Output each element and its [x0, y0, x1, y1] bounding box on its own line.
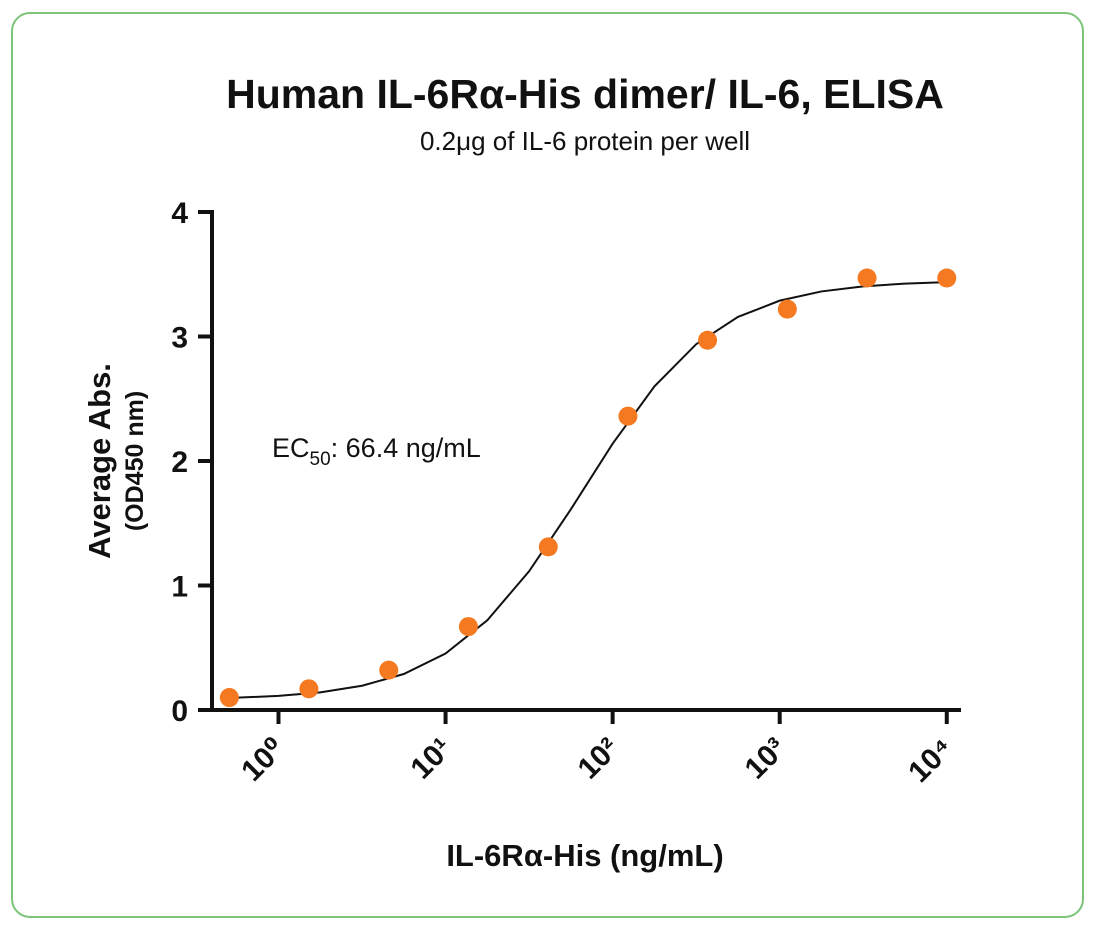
- data-point: [777, 299, 797, 319]
- y-tick-label: 4: [171, 197, 188, 230]
- annotation-rest: : 66.4 ng/mL: [331, 433, 481, 463]
- data-point: [299, 679, 319, 699]
- data-point: [379, 660, 399, 680]
- data-point: [857, 268, 877, 288]
- data-point: [538, 537, 558, 557]
- data-point: [698, 330, 718, 350]
- data-point: [458, 617, 478, 637]
- y-tick-label: 3: [171, 322, 188, 355]
- chart-title: Human IL-6Rα-His dimer/ IL-6, ELISA: [226, 71, 944, 117]
- y-axis-sublabel: (OD450 nm): [121, 391, 149, 531]
- frame: [11, 12, 1084, 918]
- data-point: [618, 406, 638, 426]
- chart-subtitle: 0.2μg of IL-6 protein per well: [420, 126, 750, 156]
- annotation-text: EC: [272, 433, 310, 463]
- y-axis-label: Average Abs.: [82, 363, 117, 559]
- annotation-sub: 50: [310, 449, 331, 470]
- y-tick-label: 1: [171, 571, 188, 604]
- fit-curve: [228, 281, 947, 700]
- data-point: [219, 688, 239, 708]
- annotation: EC50: 66.4 ng/mL: [272, 433, 481, 470]
- data-point: [937, 268, 957, 288]
- y-tick-label: 0: [171, 695, 188, 728]
- x-axis-label: IL-6Rα-His (ng/mL): [446, 838, 723, 873]
- y-tick-label: 2: [171, 446, 188, 479]
